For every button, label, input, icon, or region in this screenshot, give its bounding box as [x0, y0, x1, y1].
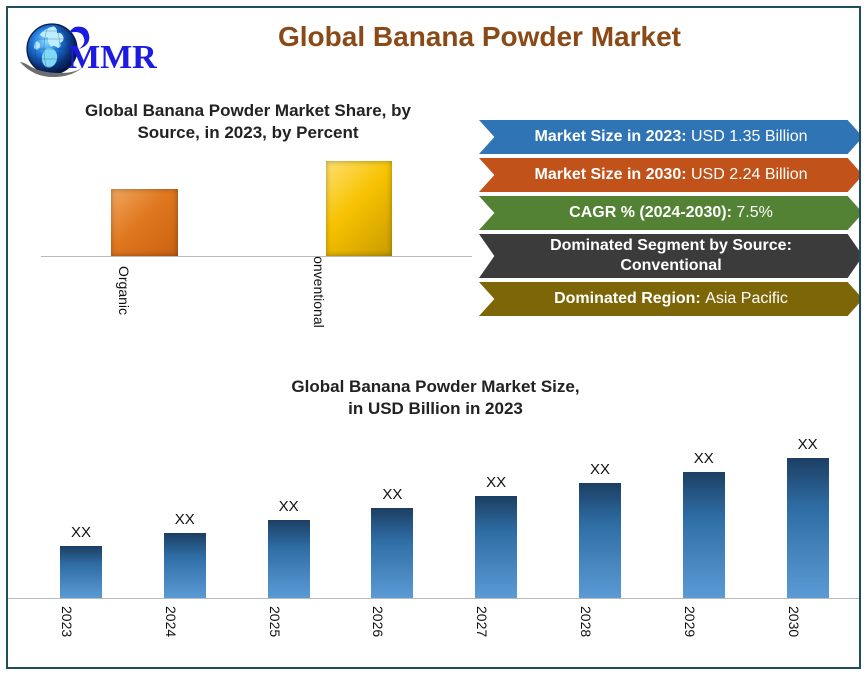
svg-text:MMR: MMR [68, 39, 157, 76]
